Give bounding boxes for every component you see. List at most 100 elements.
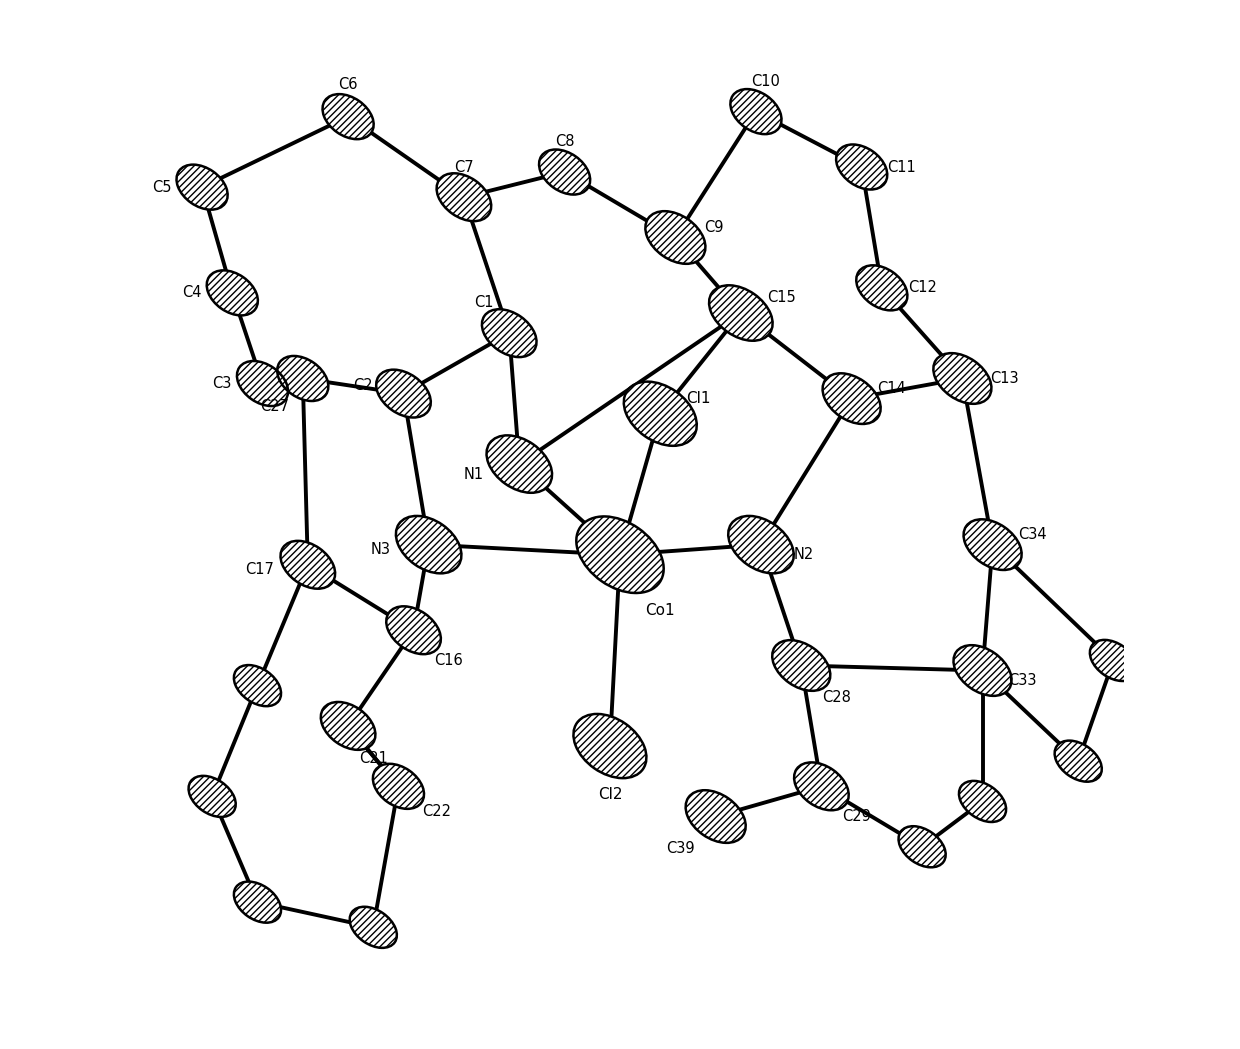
Ellipse shape xyxy=(959,780,1006,822)
Ellipse shape xyxy=(373,764,424,809)
Ellipse shape xyxy=(822,373,880,424)
Ellipse shape xyxy=(577,516,663,593)
Ellipse shape xyxy=(280,541,335,588)
Ellipse shape xyxy=(963,519,1022,570)
Ellipse shape xyxy=(321,702,376,750)
Ellipse shape xyxy=(573,714,646,778)
Ellipse shape xyxy=(954,645,1012,695)
Text: Co1: Co1 xyxy=(646,602,675,618)
Ellipse shape xyxy=(730,89,781,134)
Ellipse shape xyxy=(728,516,794,574)
Ellipse shape xyxy=(899,827,946,868)
Ellipse shape xyxy=(934,354,992,404)
Text: C5: C5 xyxy=(153,179,171,195)
Ellipse shape xyxy=(207,271,258,316)
Ellipse shape xyxy=(376,369,430,418)
Ellipse shape xyxy=(959,780,1006,822)
Ellipse shape xyxy=(954,645,1012,695)
Ellipse shape xyxy=(486,435,552,493)
Ellipse shape xyxy=(396,516,461,574)
Ellipse shape xyxy=(645,211,706,263)
Ellipse shape xyxy=(207,271,258,316)
Ellipse shape xyxy=(539,150,590,194)
Text: Cl1: Cl1 xyxy=(686,391,711,406)
Ellipse shape xyxy=(645,211,706,263)
Text: C8: C8 xyxy=(554,134,574,149)
Ellipse shape xyxy=(234,881,281,923)
Ellipse shape xyxy=(322,94,373,140)
Ellipse shape xyxy=(857,265,908,311)
Ellipse shape xyxy=(730,89,781,134)
Ellipse shape xyxy=(386,606,441,655)
Ellipse shape xyxy=(482,309,537,357)
Ellipse shape xyxy=(899,827,946,868)
Ellipse shape xyxy=(709,285,773,341)
Text: C13: C13 xyxy=(991,371,1019,386)
Ellipse shape xyxy=(624,382,697,446)
Ellipse shape xyxy=(577,516,663,593)
Text: C34: C34 xyxy=(1018,527,1048,542)
Ellipse shape xyxy=(322,94,373,140)
Ellipse shape xyxy=(376,369,430,418)
Text: C4: C4 xyxy=(182,285,202,300)
Ellipse shape xyxy=(188,776,236,817)
Ellipse shape xyxy=(386,606,441,655)
Ellipse shape xyxy=(234,665,281,706)
Ellipse shape xyxy=(176,165,228,210)
Text: N2: N2 xyxy=(794,548,813,562)
Text: C28: C28 xyxy=(822,690,851,705)
Ellipse shape xyxy=(836,145,888,190)
Ellipse shape xyxy=(237,361,288,406)
Ellipse shape xyxy=(1054,741,1102,782)
Ellipse shape xyxy=(573,714,646,778)
Ellipse shape xyxy=(794,763,848,810)
Text: Cl2: Cl2 xyxy=(598,787,622,801)
Ellipse shape xyxy=(857,265,908,311)
Ellipse shape xyxy=(280,541,335,588)
Text: C21: C21 xyxy=(358,751,388,766)
Ellipse shape xyxy=(794,763,848,810)
Text: C3: C3 xyxy=(212,376,232,391)
Text: C17: C17 xyxy=(246,562,274,577)
Text: C16: C16 xyxy=(434,652,464,668)
Ellipse shape xyxy=(373,764,424,809)
Ellipse shape xyxy=(350,906,397,948)
Text: C14: C14 xyxy=(878,381,906,397)
Ellipse shape xyxy=(836,145,888,190)
Ellipse shape xyxy=(436,173,491,221)
Text: C29: C29 xyxy=(842,809,870,825)
Ellipse shape xyxy=(686,790,745,842)
Ellipse shape xyxy=(1090,640,1137,681)
Ellipse shape xyxy=(482,309,537,357)
Text: C11: C11 xyxy=(888,159,916,174)
Ellipse shape xyxy=(176,165,228,210)
Text: C33: C33 xyxy=(1008,673,1037,688)
Ellipse shape xyxy=(1090,640,1137,681)
Ellipse shape xyxy=(278,356,329,401)
Text: C22: C22 xyxy=(422,804,451,819)
Ellipse shape xyxy=(1054,741,1102,782)
Ellipse shape xyxy=(321,702,376,750)
Ellipse shape xyxy=(773,640,831,691)
Ellipse shape xyxy=(237,361,288,406)
Ellipse shape xyxy=(963,519,1022,570)
Ellipse shape xyxy=(709,285,773,341)
Text: C7: C7 xyxy=(454,159,474,174)
Ellipse shape xyxy=(234,881,281,923)
Ellipse shape xyxy=(624,382,697,446)
Ellipse shape xyxy=(486,435,552,493)
Ellipse shape xyxy=(234,665,281,706)
Ellipse shape xyxy=(539,150,590,194)
Ellipse shape xyxy=(188,776,236,817)
Text: N3: N3 xyxy=(371,542,391,557)
Ellipse shape xyxy=(278,356,329,401)
Text: C15: C15 xyxy=(766,291,796,305)
Ellipse shape xyxy=(934,354,992,404)
Text: C27: C27 xyxy=(260,400,289,414)
Ellipse shape xyxy=(822,373,880,424)
Text: C6: C6 xyxy=(339,77,358,92)
Text: C1: C1 xyxy=(474,296,494,311)
Ellipse shape xyxy=(350,906,397,948)
Text: C39: C39 xyxy=(666,841,694,856)
Ellipse shape xyxy=(773,640,831,691)
